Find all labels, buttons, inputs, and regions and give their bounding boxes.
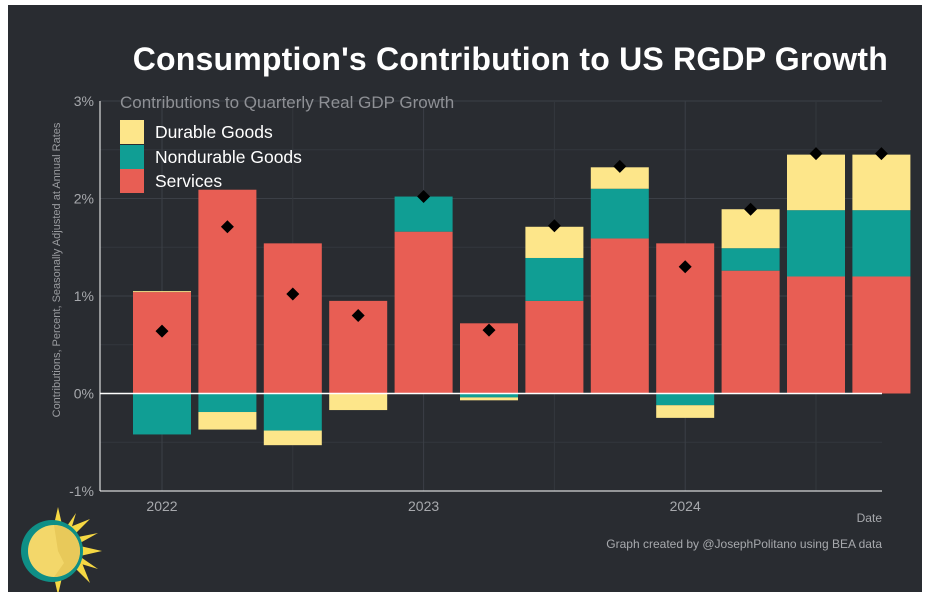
y-tick-label: 1%	[74, 288, 94, 304]
bar-nondurable-goods	[460, 393, 518, 398]
x-tick-label: 2023	[408, 498, 439, 514]
y-axis-label: Contributions, Percent, Seasonally Adjus…	[51, 122, 63, 418]
total-marker	[286, 287, 300, 301]
bar-services	[721, 270, 780, 394]
legend-swatch-nondurable	[120, 145, 144, 169]
y-tick-label: 3%	[74, 93, 94, 109]
bar-services	[133, 292, 191, 394]
legend-item-services: Services	[120, 169, 222, 193]
bar-services	[263, 243, 322, 394]
legend-item-nondurable: Nondurable Goods	[120, 145, 302, 169]
total-marker	[809, 147, 823, 161]
chart-subtitle: Contributions to Quarterly Real GDP Grow…	[120, 93, 455, 112]
bar-services	[590, 238, 649, 394]
bar-services	[787, 276, 845, 394]
y-tick-label: 2%	[74, 191, 94, 207]
plot-area: -1% 0% 1% 2% 3% 2022 2023 2024	[69, 93, 911, 514]
legend-label-services: Services	[155, 170, 223, 191]
bar-services	[394, 231, 453, 394]
total-marker	[678, 260, 692, 274]
bar-services	[525, 300, 584, 394]
legend-swatch-services	[120, 169, 144, 193]
bar-durable-goods	[460, 397, 518, 401]
y-tick-label: 0%	[74, 386, 94, 402]
bar-durable-goods	[329, 393, 388, 411]
bar-nondurable-goods	[787, 210, 845, 277]
total-marker	[155, 324, 169, 338]
total-marker	[874, 147, 888, 161]
bar-durable-goods	[852, 154, 911, 211]
bar-nondurable-goods	[525, 257, 584, 301]
total-marker	[482, 323, 496, 337]
bar-nondurable-goods	[721, 248, 780, 271]
bar-nondurable-goods	[852, 210, 911, 277]
credit-text: Graph created by @JosephPolitano using B…	[606, 537, 882, 551]
x-tick-label: 2024	[670, 498, 701, 514]
bar-durable-goods	[263, 430, 322, 446]
bar-nondurable-goods	[590, 188, 649, 239]
total-marker	[613, 159, 627, 173]
bar-durable-goods	[198, 412, 257, 430]
total-marker	[547, 219, 561, 233]
total-marker	[351, 309, 365, 322]
bar-durable-goods	[133, 291, 191, 293]
legend-label-nondurable: Nondurable Goods	[155, 146, 302, 167]
chart-frame: -1% 0% 1% 2% 3% 2022 2023 2024 Consumption's Co…	[8, 5, 922, 592]
total-marker	[744, 202, 758, 216]
x-axis-title: Date	[856, 511, 882, 525]
total-marker	[417, 190, 431, 204]
legend-swatch-durable	[120, 120, 144, 144]
chart-title: Consumption's Contribution to US RGDP Gr…	[132, 41, 888, 77]
bar-nondurable-goods	[263, 393, 322, 431]
legend-label-durable: Durable Goods	[155, 121, 273, 142]
bar-services	[852, 276, 911, 394]
y-tick-label: -1%	[69, 483, 94, 499]
total-marker	[220, 220, 234, 234]
bar-durable-goods	[656, 405, 715, 418]
x-tick-label: 2022	[146, 498, 177, 514]
sun-logo-icon	[21, 507, 102, 592]
bar-durable-goods	[590, 167, 649, 189]
bar-nondurable-goods	[656, 393, 715, 406]
bar-durable-goods	[787, 154, 845, 211]
bar-nondurable-goods	[198, 393, 257, 413]
legend-item-durable: Durable Goods	[120, 120, 273, 144]
bar-nondurable-goods	[133, 393, 191, 435]
